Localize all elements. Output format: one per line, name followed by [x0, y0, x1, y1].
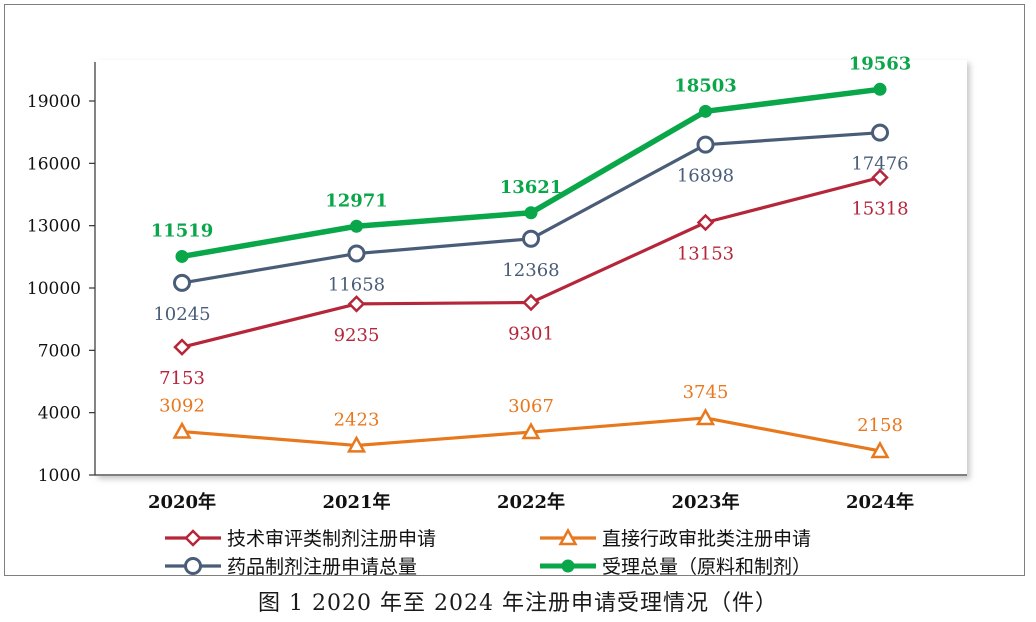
y-tick-label: 1000 [38, 466, 81, 486]
legend-entry: 直接行政审批类注册申请 [540, 527, 811, 550]
legend-label: 药品制剂注册申请总量 [227, 556, 417, 578]
x-tick-label: 2024年 [846, 491, 914, 513]
series-3 [172, 407, 890, 459]
legend-marker [561, 559, 575, 573]
legend-label: 直接行政审批类注册申请 [602, 528, 811, 550]
data-point [871, 123, 889, 142]
data-label: 12368 [502, 260, 559, 281]
data-label: 11519 [151, 220, 214, 241]
data-label: 18503 [674, 75, 737, 96]
series-0 [175, 82, 887, 263]
data-label: 7153 [159, 368, 205, 389]
y-tick-label: 10000 [27, 279, 81, 299]
data-label: 13621 [500, 177, 563, 198]
data-label: 11658 [328, 275, 385, 296]
legend-marker [184, 529, 202, 547]
data-point [172, 421, 192, 439]
y-tick-label: 19000 [27, 92, 81, 112]
data-point [870, 440, 890, 459]
series-2 [173, 168, 889, 356]
data-label: 3067 [508, 396, 554, 417]
legend-entry: 技术审评类制剂注册申请 [165, 528, 436, 550]
x-tick-label: 2022年 [497, 491, 565, 513]
x-tick-label: 2020年 [148, 491, 216, 513]
series-layer [172, 82, 890, 459]
data-point [871, 168, 889, 187]
data-point [173, 273, 191, 292]
data-point [696, 213, 715, 232]
data-label: 9301 [508, 324, 554, 345]
figure-caption: 图 1 2020 年至 2024 年注册申请受理情况（件） [258, 591, 778, 616]
data-point [524, 206, 538, 220]
y-tick-label: 4000 [38, 404, 81, 424]
y-tick-label: 13000 [27, 217, 81, 237]
x-tick-label: 2021年 [322, 491, 390, 513]
data-label: 16898 [677, 166, 734, 187]
legend-marker [558, 527, 578, 546]
y-tick-label: 7000 [38, 341, 81, 361]
axes: 1000 4000 7000 10000 13000 16000 19000 2020年 202… [27, 62, 967, 513]
data-label: 3745 [683, 382, 729, 403]
data-point [347, 244, 366, 263]
y-tick-label: 16000 [27, 154, 81, 174]
data-label: 3092 [159, 396, 205, 417]
data-label: 9235 [334, 325, 380, 346]
legend-entry: 受理总量（原料和制剂） [540, 556, 811, 578]
data-point [522, 229, 540, 248]
data-label: 10245 [153, 304, 210, 325]
data-point [173, 338, 191, 356]
legend-entry: 药品制剂注册申请总量 [165, 556, 417, 578]
data-point [695, 407, 716, 426]
data-point [350, 219, 363, 233]
data-point [696, 135, 715, 154]
data-label: 13153 [677, 243, 734, 264]
data-point [522, 293, 540, 312]
legend-label: 受理总量（原料和制剂） [602, 556, 811, 578]
data-label: 19563 [849, 53, 912, 74]
data-point [699, 104, 712, 118]
data-point [873, 82, 887, 96]
legend-marker [184, 557, 202, 575]
series-1 [173, 123, 889, 292]
data-label: 15318 [851, 199, 908, 220]
x-tick-label: 2023年 [671, 491, 739, 513]
data-label: 17476 [851, 154, 908, 175]
data-labels: 11519 12971 13621 18503 19563 10245 11658 12368… [151, 53, 912, 436]
legend-label: 技术审评类制剂注册申请 [227, 528, 436, 550]
data-point [521, 421, 541, 440]
data-point [346, 435, 367, 453]
data-point [175, 249, 189, 263]
data-point [347, 295, 366, 313]
line-chart: 1000 4000 7000 10000 13000 16000 19000 2020年 202… [27, 53, 967, 578]
data-label: 2158 [857, 415, 903, 436]
data-label: 2423 [334, 409, 380, 430]
plot-area [95, 60, 967, 476]
data-label: 12971 [325, 190, 388, 211]
